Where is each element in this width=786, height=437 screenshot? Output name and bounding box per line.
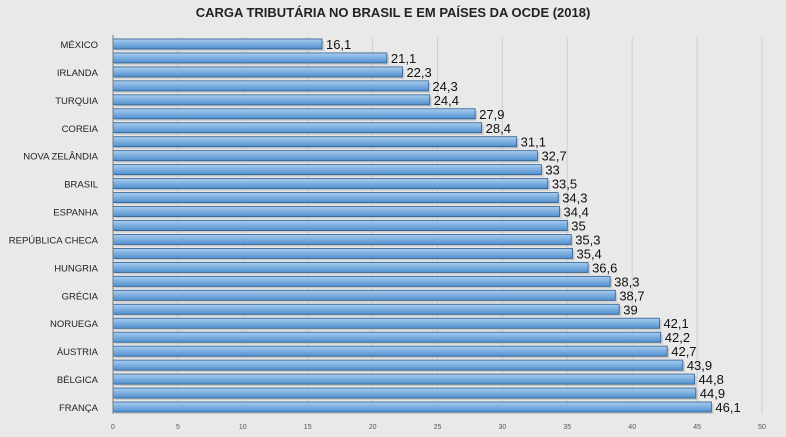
data-label: 28,4 [486, 121, 511, 136]
category-label: IRLANDA [57, 68, 99, 79]
x-tick-label: 5 [176, 424, 180, 431]
bar [112, 345, 668, 357]
data-label: 42,1 [663, 316, 688, 331]
x-tick-label: 50 [758, 424, 766, 431]
bar [112, 38, 323, 50]
category-label: BÉLGICA [57, 375, 99, 386]
data-label: 22,3 [406, 65, 431, 80]
bar [112, 52, 388, 64]
data-label: 33 [545, 163, 559, 178]
data-label: 32,7 [541, 149, 566, 164]
bar [112, 261, 589, 273]
x-tick-label: 20 [369, 424, 377, 431]
data-label: 27,9 [479, 107, 504, 122]
category-label: ÁUSTRIA [57, 347, 99, 358]
data-label: 35,4 [576, 246, 601, 261]
data-label: 42,7 [671, 344, 696, 359]
category-label: COREIA [62, 124, 99, 135]
bar [112, 331, 662, 343]
bar [112, 94, 431, 106]
category-label: HUNGRIA [54, 263, 98, 274]
x-tick-label: 40 [628, 424, 636, 431]
category-label: REPÚBLICA CHECA [9, 235, 99, 246]
category-label: BRASIL [64, 180, 98, 191]
data-label: 35,3 [575, 232, 600, 247]
data-label: 16,1 [326, 37, 351, 52]
data-label: 42,2 [665, 330, 690, 345]
data-label: 38,3 [614, 274, 639, 289]
bar [112, 80, 429, 92]
data-label: 24,4 [434, 93, 459, 108]
bar [112, 66, 403, 78]
bar [112, 387, 697, 399]
bar [112, 136, 518, 148]
x-tick-label: 0 [111, 424, 115, 431]
bar [112, 206, 560, 217]
category-label: MÉXICO [61, 40, 98, 51]
category-label: GRÉCIA [62, 291, 99, 302]
bar [112, 150, 538, 162]
x-tick-label: 15 [304, 424, 312, 431]
bar [112, 373, 695, 385]
bar [112, 401, 712, 413]
bar [112, 303, 620, 315]
data-label: 38,7 [619, 288, 644, 303]
data-label: 36,6 [592, 260, 617, 275]
bar [112, 220, 568, 231]
data-label: 24,3 [432, 79, 457, 94]
category-label: ESPANHA [53, 208, 98, 219]
bar [112, 192, 559, 204]
x-tick-label: 10 [239, 424, 247, 431]
bar [112, 317, 660, 329]
data-label: 39 [623, 302, 637, 317]
x-tick-label: 30 [499, 424, 507, 431]
bar [112, 289, 616, 301]
data-label: 21,1 [391, 51, 416, 66]
category-label: NORUEGA [50, 319, 99, 330]
data-label: 31,1 [521, 135, 546, 150]
bar [112, 275, 611, 287]
chart-title: CARGA TRIBUTÁRIA NO BRASIL E EM PAÍSES D… [195, 5, 591, 20]
x-tick-label: 35 [563, 424, 571, 431]
x-tick-label: 25 [434, 424, 442, 431]
data-label: 44,9 [700, 386, 725, 401]
bar [112, 234, 572, 245]
data-label: 46,1 [715, 400, 740, 415]
category-label: NOVA ZELÂNDIA [23, 152, 98, 163]
category-label: FRANÇA [59, 403, 99, 414]
bar [112, 164, 542, 176]
data-label: 33,5 [552, 177, 577, 192]
bar [112, 122, 483, 134]
bar [112, 178, 549, 190]
x-tick-label: 45 [693, 424, 701, 431]
data-label: 34,4 [564, 205, 589, 220]
data-label: 43,9 [687, 358, 712, 373]
data-label: 44,8 [699, 372, 724, 387]
data-label: 35 [571, 219, 585, 234]
data-label: 34,3 [562, 191, 587, 206]
bar [112, 247, 573, 259]
bar [112, 359, 684, 371]
category-label: TURQUIA [55, 96, 98, 107]
bar [112, 108, 476, 120]
